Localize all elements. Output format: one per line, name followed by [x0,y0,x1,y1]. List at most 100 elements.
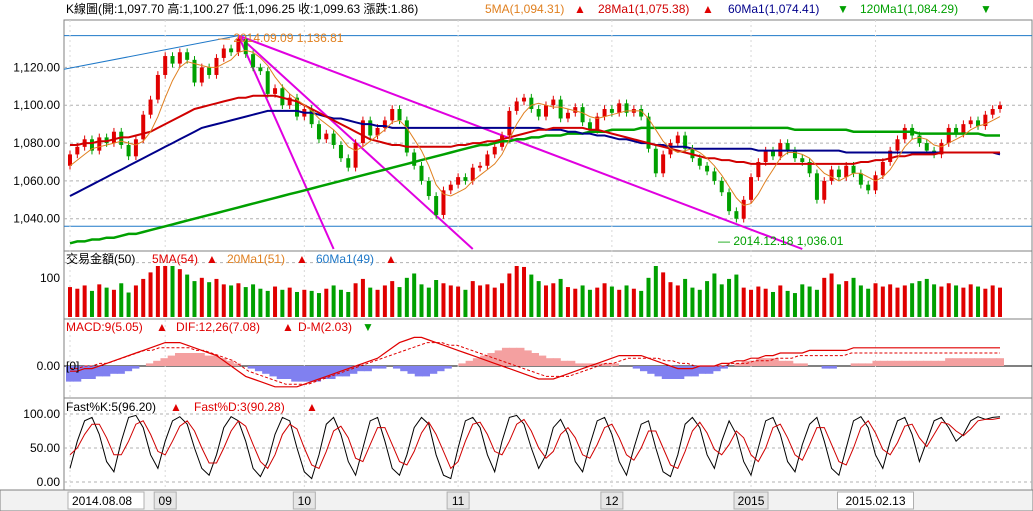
candle-body [792,150,797,159]
macd-histogram-bar [545,358,554,366]
volume-bar [478,285,483,317]
macd-histogram-bar [778,360,787,366]
volume-bar [390,281,395,317]
volume-bar [412,273,417,317]
candle-body [456,177,461,185]
macd-histogram-bar [821,366,830,369]
volume-bar [624,285,629,317]
volume-bar [514,266,519,317]
volume-bar [617,289,622,317]
candle-body [251,54,256,68]
price-axis-tick: 1,100.00 [13,98,60,112]
candle-body [939,143,944,155]
candle-body [397,109,402,121]
volume-bar [104,287,109,317]
macd-histogram-bar [894,360,903,366]
candle-body [968,120,973,125]
candle-body [360,120,365,144]
legend-ma28: 28Ma1(1,075.38) [598,2,689,16]
volume-bar [163,266,168,317]
candle-body [536,109,541,117]
fan-trend-line [238,34,803,250]
fast-d-line [69,417,1001,470]
macd-histogram-bar [945,358,954,366]
macd-histogram-bar [654,366,663,377]
volume-bar [595,287,600,317]
candle-body [763,150,768,162]
volume-bar [573,288,578,317]
price-axis-tick: 1,040.00 [13,212,60,226]
volume-bar [89,290,94,317]
candle-body [163,56,168,75]
kd-axis-tick: 50.00 [30,441,60,455]
candle-body [543,105,548,117]
candle-body [448,184,453,191]
macd-histogram-bar [799,363,808,366]
x-axis-label-box [292,491,316,510]
candle-body [602,109,607,117]
volume-header-label: 交易金額(50) [66,251,135,266]
macd-histogram-bar [988,358,997,366]
candle-body [814,173,819,200]
macd-histogram-bar [291,366,300,382]
candle-body [324,133,329,140]
dm-line [70,342,1000,385]
macd-histogram-bar [494,350,503,366]
candle-body [990,109,995,115]
candle-body [514,101,519,111]
macd-layer [66,336,1004,388]
candle-body [624,103,629,113]
macd-histogram-bar [610,363,619,366]
macd-histogram-bar [683,366,692,377]
volume-bar [221,284,226,317]
macd-histogram-bar [487,353,496,366]
macd-histogram-bar [458,363,467,366]
volume-bar [741,287,746,317]
macd-histogram-bar [342,366,351,377]
volume-bar [82,285,87,317]
candle-body [236,39,241,53]
legend-ma28-arrow: ▲ [702,2,714,16]
volume-bar [199,277,204,317]
candle-body [89,139,94,151]
volume-bar [148,272,153,317]
volume-bar [155,266,160,317]
grid-layer [64,20,1032,490]
candle-body [587,122,592,130]
candle-body [917,135,922,144]
candle-body [419,165,424,181]
candle-body [858,173,863,185]
macd-histogram-bar [204,355,213,366]
volume-bar [895,287,900,317]
volume-legend-ma20-arrow: ▲ [296,252,308,266]
volume-bar [609,286,614,317]
macd-histogram-bar [531,353,539,366]
macd-histogram-bar [908,360,917,366]
candle-body [880,161,885,176]
macd-dif-arrow: ▲ [282,320,294,334]
macd-histogram-bar [116,366,125,374]
volume-bar [295,291,300,317]
volume-bar [346,291,351,317]
macd-histogram-bar [669,366,678,379]
macd-histogram-bar [429,366,438,374]
x-axis-label: 2015.02.13 [845,494,905,508]
candle-body [895,139,900,151]
ma120-line [69,126,1000,245]
macd-histogram-bar [305,366,314,382]
volume-bar [917,281,922,317]
macd-histogram-bar [712,366,721,372]
macd-histogram-bar [705,366,714,374]
volume-bar [770,291,775,317]
x-axis-label: 2014.08.08 [72,494,132,508]
volume-bar [551,283,556,317]
volume-bar [902,285,907,317]
macd-histogram-bar [211,355,220,366]
macd-histogram-bar [443,366,452,369]
annotation-low: — 2014.12.18 1,036.01 [718,234,844,248]
volume-bar [749,289,754,317]
macd-histogram-bar [850,363,859,366]
macd-histogram-bar [73,366,82,382]
volume-bar [727,278,732,317]
